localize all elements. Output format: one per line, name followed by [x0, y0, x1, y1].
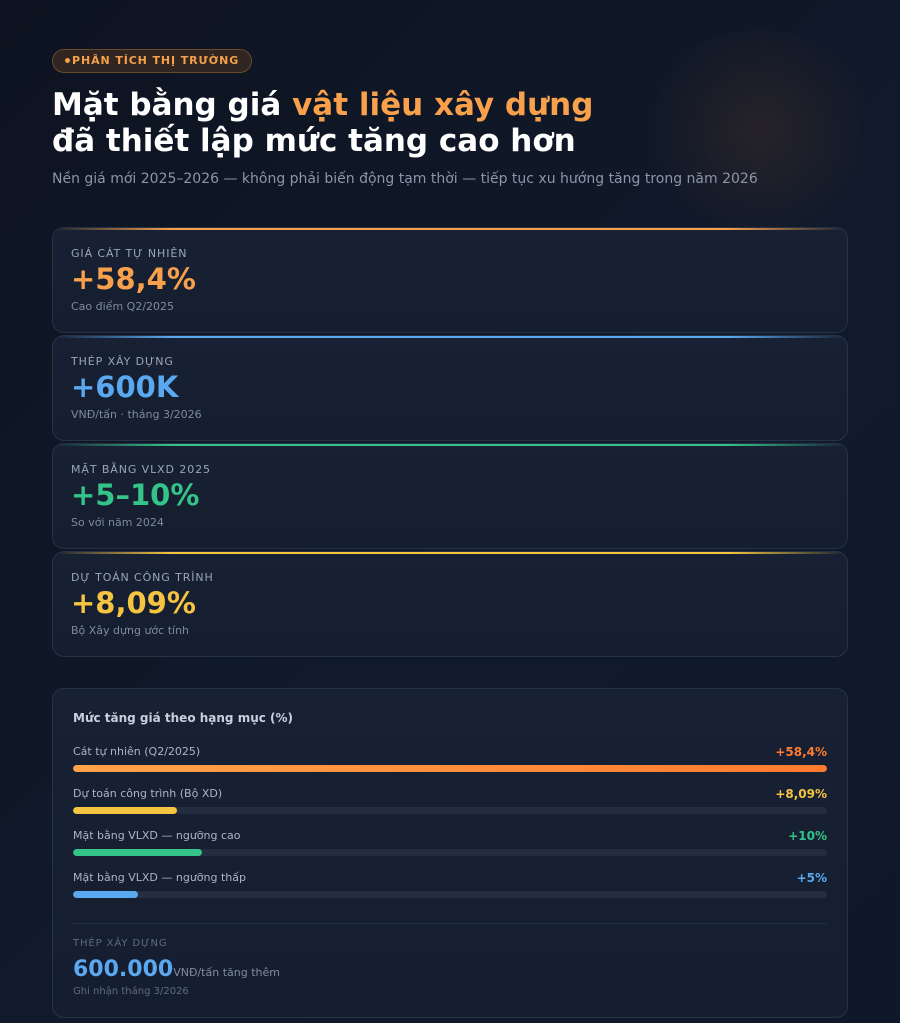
bar-row: Mặt bằng VLXD — ngưỡng cao +10% [73, 829, 827, 871]
stat-accent-bar [53, 227, 847, 230]
divider [73, 922, 827, 924]
stat-card-estimate: DỰ TOÁN CÔNG TRÌNH +8,09% Bộ Xây dựng ướ… [52, 550, 848, 657]
bar-value-label: +8,09% [775, 786, 827, 801]
steel-unit: VNĐ/tấn tăng thêm [173, 965, 280, 979]
category-tag-label: PHÂN TÍCH THỊ TRƯỜNG [72, 54, 240, 67]
stat-accent-bar [53, 335, 847, 338]
stat-note: So với năm 2024 [71, 515, 164, 529]
bar-value-label: +58,4% [775, 744, 827, 759]
bar-category-label: Cát tự nhiên (Q2/2025) [73, 745, 201, 758]
stat-value: +58,4% [71, 261, 196, 296]
stat-label: GIÁ CÁT TỰ NHIÊN [71, 246, 188, 260]
bar-value-label: +5% [796, 870, 827, 885]
stat-card-materials: MẶT BẰNG VLXD 2025 +5–10% So với năm 202… [52, 442, 848, 549]
stat-label: MẶT BẰNG VLXD 2025 [71, 462, 211, 476]
stat-label: DỰ TOÁN CÔNG TRÌNH [71, 570, 214, 584]
bar-fill [73, 806, 178, 814]
bar-row: Mặt bằng VLXD — ngưỡng thấp +5% [73, 871, 827, 913]
page-subtitle: Nền giá mới 2025–2026 — không phải biến … [52, 170, 758, 187]
steel-note: Ghi nhận tháng 3/2026 [73, 985, 189, 997]
page: PHÂN TÍCH THỊ TRƯỜNG Mặt bằng giá vật li… [52, 48, 848, 1018]
bar-track [73, 764, 827, 772]
stat-accent-bar [53, 443, 847, 446]
category-tag: PHÂN TÍCH THỊ TRƯỜNG [52, 48, 253, 73]
bar-value-label: +10% [788, 828, 827, 843]
stat-card-sand: GIÁ CÁT TỰ NHIÊN +58,4% Cao điểm Q2/2025 [52, 226, 848, 333]
steel-value: 600.000 [73, 956, 174, 982]
bar-fill [73, 890, 138, 898]
stat-value: +600K [71, 369, 179, 404]
bar-track [73, 848, 827, 856]
steel-label: THÉP XÂY DỰNG [73, 937, 168, 949]
bar-row: Dự toán công trình (Bộ XD) +8,09% [73, 787, 827, 829]
bar-row: Cát tự nhiên (Q2/2025) +58,4% [73, 745, 827, 787]
bar-category-label: Mặt bằng VLXD — ngưỡng thấp [73, 871, 246, 884]
bar-category-label: Dự toán công trình (Bộ XD) [73, 787, 223, 800]
stat-value: +8,09% [71, 585, 196, 620]
stat-note: Cao điểm Q2/2025 [71, 299, 175, 313]
title-accent: vật liệu xây dựng [292, 86, 594, 123]
bar-track [73, 806, 827, 814]
stat-value: +5–10% [71, 477, 200, 512]
chart-title: Mức tăng giá theo hạng mục (%) [73, 710, 294, 725]
title-prefix: Mặt bằng giá [52, 86, 293, 123]
bar-list: Cát tự nhiên (Q2/2025) +58,4% Dự toán cô… [73, 745, 827, 913]
price-increase-chart: Mức tăng giá theo hạng mục (%) Cát tự nh… [52, 687, 848, 1018]
tag-dot-icon [65, 58, 70, 63]
title-line2: đã thiết lập mức tăng cao hơn [52, 122, 576, 159]
stat-cards: GIÁ CÁT TỰ NHIÊN +58,4% Cao điểm Q2/2025… [52, 226, 848, 657]
bar-track [73, 890, 827, 898]
stat-card-steel: THÉP XÂY DỰNG +600K VNĐ/tấn · tháng 3/20… [52, 334, 848, 441]
page-title: Mặt bằng giá vật liệu xây dựng đã thiết … [52, 87, 848, 159]
bar-fill [73, 764, 827, 772]
stat-note: VNĐ/tấn · tháng 3/2026 [71, 407, 202, 421]
bar-fill [73, 848, 203, 856]
stat-label: THÉP XÂY DỰNG [71, 354, 174, 368]
stat-note: Bộ Xây dựng ước tính [71, 623, 190, 637]
stat-accent-bar [53, 551, 847, 554]
bar-category-label: Mặt bằng VLXD — ngưỡng cao [73, 829, 241, 842]
